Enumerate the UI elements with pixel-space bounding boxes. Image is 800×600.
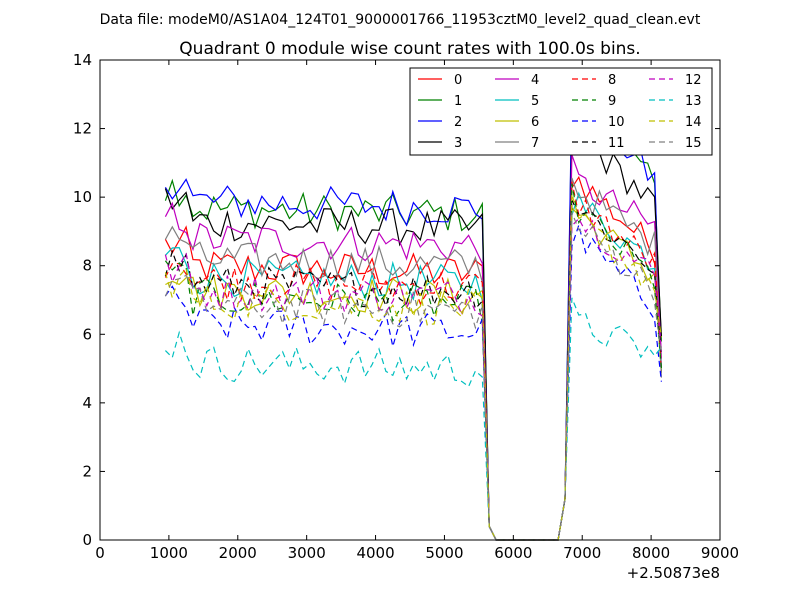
y-tick-label: 6 — [82, 325, 92, 343]
legend-label-3: 3 — [454, 136, 462, 151]
plot-frame — [99, 59, 721, 541]
legend-label-9: 9 — [608, 94, 616, 109]
x-tick-label: 2000 — [219, 544, 257, 562]
series-line-10 — [164, 223, 662, 541]
ticks-layer: 0 1000 2000 3000 4000 5000 6000 7000 8000 9000 0 2 4… — [73, 51, 739, 562]
series-line-11 — [164, 199, 662, 541]
legend-label-5: 5 — [531, 94, 539, 109]
y-tick-label: 10 — [73, 188, 92, 206]
x-tick-label: 0 — [95, 544, 105, 562]
chart-suptitle: Data file: modeM0/AS1A04_124T01_90000017… — [100, 12, 701, 28]
x-tick-label: 9000 — [701, 544, 739, 562]
y-tick-label: 4 — [82, 394, 92, 412]
legend-label-13: 13 — [685, 94, 702, 109]
y-tick-label: 0 — [82, 531, 92, 549]
chart-title: Quadrant 0 module wise count rates with … — [179, 39, 640, 59]
x-offset-label: +2.50873e8 — [627, 564, 720, 582]
y-tick-label: 12 — [73, 120, 92, 138]
legend-label-2: 2 — [454, 115, 462, 130]
legend-label-15: 15 — [685, 136, 702, 151]
x-tick-label: 3000 — [288, 544, 326, 562]
x-tick-label: 8000 — [632, 544, 670, 562]
x-tick-label: 6000 — [494, 544, 532, 562]
x-tick-label: 1000 — [150, 544, 188, 562]
legend-label-11: 11 — [608, 136, 625, 151]
legend-label-10: 10 — [608, 115, 625, 130]
legend-label-14: 14 — [685, 115, 702, 130]
series-line-4 — [164, 154, 662, 541]
series-layer — [164, 83, 662, 541]
series-line-15 — [164, 212, 662, 541]
series-line-14 — [164, 193, 662, 541]
legend-label-4: 4 — [531, 73, 539, 88]
y-tick-label: 2 — [82, 462, 92, 480]
x-tick-label: 5000 — [425, 544, 463, 562]
series-line-7 — [164, 177, 662, 541]
y-tick-label: 8 — [82, 257, 92, 275]
legend-label-0: 0 — [454, 73, 462, 88]
legend-label-7: 7 — [531, 136, 539, 151]
legend-label-12: 12 — [685, 73, 702, 88]
series-line-0 — [164, 175, 662, 541]
series-line-13 — [164, 297, 662, 541]
legend-label-1: 1 — [454, 94, 462, 109]
y-tick-label: 14 — [73, 51, 92, 69]
series-line-5 — [164, 191, 662, 541]
legend-label-8: 8 — [608, 73, 616, 88]
x-tick-label: 7000 — [563, 544, 601, 562]
x-tick-label: 4000 — [356, 544, 394, 562]
series-line-8 — [164, 181, 662, 541]
legend-box — [409, 67, 713, 156]
series-line-3 — [164, 125, 662, 541]
legend-label-6: 6 — [531, 115, 539, 130]
series-line-1 — [164, 88, 662, 541]
series-line-12 — [164, 217, 662, 541]
